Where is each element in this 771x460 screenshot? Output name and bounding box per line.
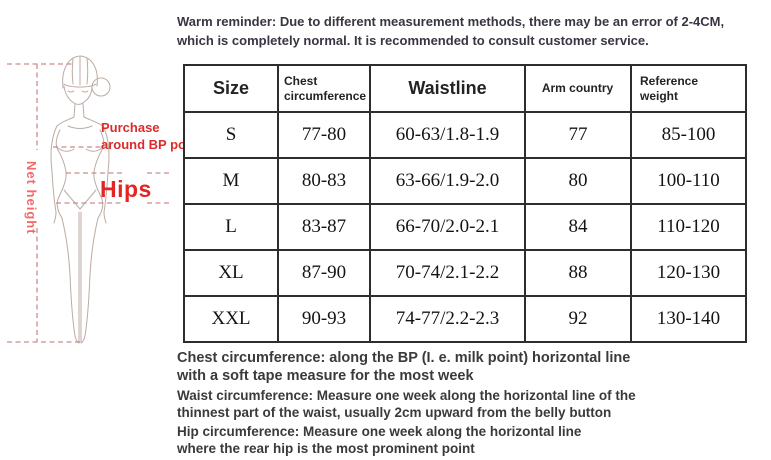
waist-cell: 66-70/2.0-2.1 <box>369 203 526 251</box>
weight-cell: 100-110 <box>630 157 747 205</box>
arm-cell: 88 <box>524 249 632 297</box>
weight-cell: 110-120 <box>630 203 747 251</box>
bp-point-label-line1: Purchase <box>101 120 160 135</box>
table-row-xxl: XXL 90-93 74-77/2.2-2.3 92 130-140 <box>183 295 747 343</box>
table-row-s: S 77-80 60-63/1.8-1.9 77 85-100 <box>183 111 747 159</box>
note-hip: Hip circumference: Measure one week alon… <box>177 424 582 456</box>
weight-cell: 130-140 <box>630 295 747 343</box>
chest-cell: 83-87 <box>277 203 371 251</box>
col-header-chest: Chest circumference <box>277 64 371 113</box>
waist-cell: 74-77/2.2-2.3 <box>369 295 526 343</box>
note-chest: Chest circumference: along the BP (I. e.… <box>177 350 631 384</box>
warm-reminder: Warm reminder: Due to different measurem… <box>177 12 771 50</box>
size-cell: XXL <box>183 295 279 343</box>
female-figure-sketch <box>7 55 170 344</box>
waist-cell: 63-66/1.9-2.0 <box>369 157 526 205</box>
arm-cell: 80 <box>524 157 632 205</box>
col-header-arm: Arm country <box>524 64 632 113</box>
waist-cell: 70-74/2.1-2.2 <box>369 249 526 297</box>
hips-label: Hips <box>100 176 152 202</box>
chest-cell: 80-83 <box>277 157 371 205</box>
col-header-weight: Reference weight <box>630 64 747 113</box>
chest-cell: 90-93 <box>277 295 371 343</box>
weight-cell: 120-130 <box>630 249 747 297</box>
size-table-body: S 77-80 60-63/1.8-1.9 77 85-100 M 80-83 … <box>183 111 747 343</box>
note-waist: Waist circumference: Measure one week al… <box>177 388 636 420</box>
weight-cell: 85-100 <box>630 111 747 159</box>
table-row-xl: XL 87-90 70-74/2.1-2.2 88 120-130 <box>183 249 747 297</box>
table-row-m: M 80-83 63-66/1.9-2.0 80 100-110 <box>183 157 747 205</box>
col-header-waistline: Waistline <box>369 64 526 113</box>
size-table: Size Chest circumference Waistline Arm c… <box>183 64 747 343</box>
size-table-header: Size Chest circumference Waistline Arm c… <box>183 64 747 113</box>
bp-point-label: Purchase around BP point <box>101 119 202 153</box>
measurement-notes: Chest circumference: along the BP (I. e.… <box>177 349 677 460</box>
chest-cell: 87-90 <box>277 249 371 297</box>
warm-reminder-line1: Warm reminder: Due to different measurem… <box>177 14 725 29</box>
arm-cell: 77 <box>524 111 632 159</box>
arm-cell: 84 <box>524 203 632 251</box>
waist-cell: 60-63/1.8-1.9 <box>369 111 526 159</box>
table-row-l: L 83-87 66-70/2.0-2.1 84 110-120 <box>183 203 747 251</box>
measurement-dashed-lines <box>7 63 170 343</box>
net-height-label: Net height <box>24 161 39 235</box>
body-outline <box>50 55 111 344</box>
size-cell: S <box>183 111 279 159</box>
bp-point-label-line2: around BP point <box>101 137 202 152</box>
header-row: Size Chest circumference Waistline Arm c… <box>183 64 747 113</box>
col-header-size: Size <box>183 64 279 113</box>
size-cell: M <box>183 157 279 205</box>
size-cell: L <box>183 203 279 251</box>
arm-cell: 92 <box>524 295 632 343</box>
size-cell: XL <box>183 249 279 297</box>
chest-cell: 77-80 <box>277 111 371 159</box>
warm-reminder-line2: which is completely normal. It is recomm… <box>177 33 649 48</box>
